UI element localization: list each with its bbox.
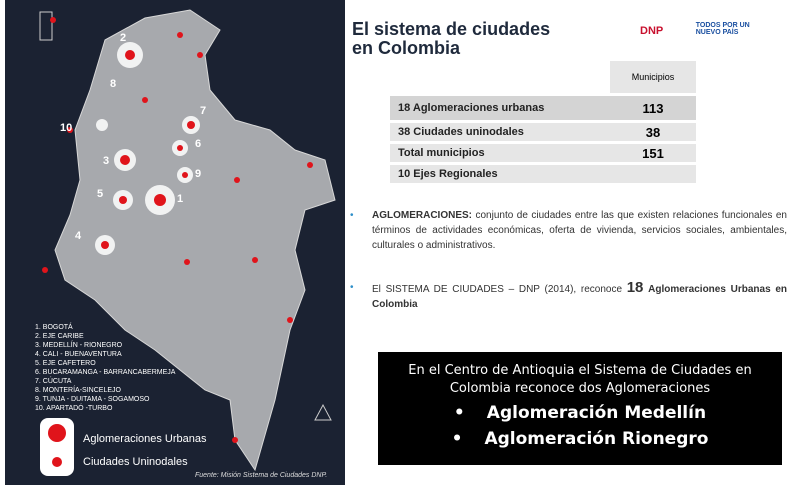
map-label: 2 xyxy=(120,32,127,44)
map-label: 10 xyxy=(60,122,73,134)
slide-title: El sistema de ciudades en Colombia xyxy=(352,20,550,58)
box-item: • Aglomeración Medellín xyxy=(378,400,782,426)
source-note: Fuente: Misión Sistema de Ciudades DNP. xyxy=(195,472,328,479)
list-item: 2. EJE CARIBE xyxy=(35,333,84,340)
bullet-dot: • xyxy=(350,282,354,293)
row-label: 38 Ciudades uninodales xyxy=(390,123,610,141)
table-header: Municipios xyxy=(610,61,696,93)
north-arrow xyxy=(314,403,332,421)
row-value: 151 xyxy=(610,144,696,162)
country-shape xyxy=(54,9,336,472)
row-label: Total municipios xyxy=(390,144,610,162)
map-label: 7 xyxy=(200,105,207,117)
summary-table: Municipios 18 Aglomeraciones urbanas 113 3… xyxy=(390,58,696,186)
map xyxy=(39,9,336,476)
list-item: 10. APARTADÓ -TURBO xyxy=(35,405,113,412)
highlight-box: En el Centro de Antioquia el Sistema de … xyxy=(378,352,782,465)
list-item: 1. BOGOTÁ xyxy=(35,324,73,331)
legend-agglomeration-icon xyxy=(48,424,66,442)
bullet-dot: • xyxy=(453,403,465,423)
box-item-text: Aglomeración Rionegro xyxy=(484,429,709,449)
map-panel: 2 8 7 10 3 6 9 5 1 4 1. BOGOTÁ 2. EJE CARIBE 3. MED… xyxy=(5,0,345,485)
map-label: 9 xyxy=(195,168,202,180)
table-row: 18 Aglomeraciones urbanas 113 xyxy=(390,96,696,120)
legend-label: Ciudades Uninodales xyxy=(83,456,188,468)
row-label: 10 Ejes Regionales xyxy=(390,165,610,183)
map-label: 5 xyxy=(97,188,104,200)
list-item: 3. MEDELLÍN - RIONEGRO xyxy=(35,342,123,349)
bullet-dot: • xyxy=(451,429,463,449)
agglomeration-list: 1. BOGOTÁ 2. EJE CARIBE 3. MEDELLÍN - RION… xyxy=(35,323,175,413)
list-item: 7. CÚCUTA xyxy=(35,378,72,385)
title-line: en Colombia xyxy=(352,38,461,58)
logo-text: DNP xyxy=(640,25,664,37)
bullet: • AGLOMERACIONES: conjunto de ciudades e… xyxy=(350,208,787,253)
legend-city-icon xyxy=(52,457,62,467)
box-items: • Aglomeración Medellín • Aglomeración Rion… xyxy=(378,400,782,452)
bullet-bold: 18 xyxy=(626,279,644,296)
bullet-bold: Aglomeraciones Urbanas en Colombia xyxy=(372,284,787,310)
slogan: TODOS POR UN NUEVO PAÍS xyxy=(695,22,750,36)
map-label: 8 xyxy=(110,78,117,90)
city-dots xyxy=(42,17,313,443)
box-intro: En el Centro de Antioquia el Sistema de … xyxy=(408,363,752,396)
list-item: 8. MONTERÍA-SINCELEJO xyxy=(35,387,121,394)
island-inset xyxy=(39,11,53,41)
title-line: El sistema de ciudades xyxy=(352,19,551,39)
table-row: Total municipios 151 xyxy=(390,144,696,162)
box-item-text: Aglomeración Medellín xyxy=(486,403,707,423)
logo: DNP TODOS POR UN NUEVO PAÍS xyxy=(640,22,756,37)
row-value xyxy=(610,165,696,183)
map-label: 3 xyxy=(103,155,110,167)
list-item: 9. TUNJA - DUITAMA - SOGAMOSO xyxy=(35,396,150,403)
bullet-bold: AGLOMERACIONES: xyxy=(372,210,472,221)
map-label: 1 xyxy=(177,193,184,205)
bullet-text: conjunto de ciudades entre las que exist… xyxy=(372,210,787,251)
legend-label: Aglomeraciones Urbanas xyxy=(83,433,207,445)
bullet: • El SISTEMA DE CIUDADES – DNP (2014), r… xyxy=(350,280,787,312)
bullet-text: El SISTEMA DE CIUDADES – DNP (2014), rec… xyxy=(372,284,627,295)
table-row: 10 Ejes Regionales xyxy=(390,165,696,183)
list-item: 6. BUCARAMANGA - BARRANCABERMEJA xyxy=(35,369,176,376)
list-item: 5. EJE CAFETERO xyxy=(35,360,96,367)
box-item: • Aglomeración Rionegro xyxy=(378,426,782,452)
map-label: 6 xyxy=(195,138,202,150)
row-value: 113 xyxy=(610,96,696,120)
map-label: 4 xyxy=(75,230,82,242)
bullet-dot: • xyxy=(350,210,354,221)
list-item: 4. CALI - BUENAVENTURA xyxy=(35,351,122,358)
row-label: 18 Aglomeraciones urbanas xyxy=(390,96,610,120)
row-value: 38 xyxy=(610,123,696,141)
table-row: 38 Ciudades uninodales 38 xyxy=(390,123,696,141)
